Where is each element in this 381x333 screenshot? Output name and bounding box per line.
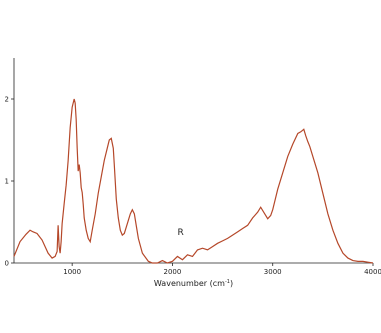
y-tick-label: 1 xyxy=(5,178,9,186)
x-axis-title-sup: -1 xyxy=(225,279,230,285)
x-tick-label: 3000 xyxy=(264,268,282,276)
x-axis-title-text: Wavenumber (cm xyxy=(154,279,225,288)
series-line xyxy=(13,98,374,264)
x-tick-label: 4000 xyxy=(364,268,381,276)
axes xyxy=(13,58,373,264)
x-tick-label: 1000 xyxy=(63,268,81,276)
x-tick-label: 2000 xyxy=(164,268,182,276)
y-tick-label: 2 xyxy=(5,96,9,104)
x-axis-title: Wavenumber (cm-1) xyxy=(154,279,233,288)
y-tick-label: 0 xyxy=(5,260,9,268)
ticks: 1000 2000 3000 4000 0 1 2 xyxy=(5,96,381,277)
x-axis-title-close: ) xyxy=(230,279,233,288)
annotation-label: R xyxy=(177,228,183,238)
